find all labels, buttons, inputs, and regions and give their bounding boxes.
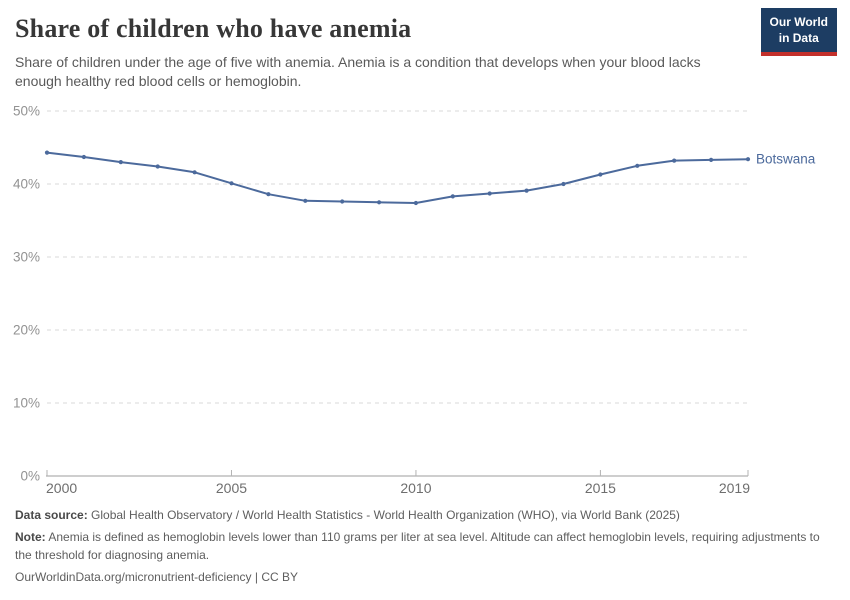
data-point-botswana-2001 [81,154,86,160]
data-point-botswana-2015 [598,172,603,177]
note-label: Note: [15,530,46,544]
data-point-botswana-2014 [561,181,566,187]
owid-logo-line2: in Data [778,30,819,45]
x-tick-label-2005: 2005 [216,480,247,496]
data-point-botswana-2012 [487,191,492,196]
y-tick-label-0: 0% [20,469,40,484]
data-point-botswana-2005 [229,181,234,186]
x-tick-label-2015: 2015 [585,480,616,496]
data-point-botswana-2004 [192,170,197,175]
data-point-botswana-2003 [155,164,160,169]
data-point-botswana-2016 [635,163,640,168]
owid-logo[interactable]: Our World in Data [760,8,837,57]
y-tick-label-40: 40% [13,177,40,192]
data-point-botswana-2018 [709,157,714,162]
data-point-botswana-2008 [340,199,345,204]
owid-logo-line1: Our World [769,15,828,29]
chart-header: Share of children who have anemia Share … [15,14,750,92]
x-tick-label-2000: 2000 [46,480,77,496]
y-tick-label-10: 10% [13,396,40,411]
note-line: Note: Anemia is defined as hemoglobin le… [15,528,827,564]
owid-url-link[interactable]: OurWorldinData.org/micronutrient-deficie… [15,570,298,584]
data-point-botswana-2007 [303,198,308,203]
data-point-botswana-2009 [377,200,382,205]
y-tick-label-30: 30% [13,250,40,265]
y-tick-label-20: 20% [13,323,40,338]
x-tick-label-2019: 2019 [719,480,750,496]
note-text: Anemia is defined as hemoglobin levels l… [15,530,820,562]
data-point-botswana-2013 [524,188,529,193]
data-source-label: Data source: [15,508,88,522]
chart-footer: Data source: Global Health Observatory /… [15,506,835,590]
data-point-botswana-2019 [745,157,751,162]
data-point-botswana-2011 [450,194,455,199]
page-title: Share of children who have anemia [15,14,412,43]
y-tick-label-50: 50% [13,104,40,119]
data-point-botswana-2006 [266,192,271,197]
series-line-botswana [46,151,749,204]
data-source-line: Data source: Global Health Observatory /… [15,506,827,524]
line-chart[interactable]: 0% 10% 20% 30% 40% 50% 2000 2005 2010 2015 2019 Bot… [0,100,850,500]
data-point-botswana-2010 [413,200,418,206]
chart-subtitle: Share of children under the age of five … [15,53,701,90]
data-point-botswana-2017 [672,158,677,163]
data-point-botswana-2002 [118,160,123,165]
line-chart-svg[interactable]: 0% 10% 20% 30% 40% 50% 2000 2005 2010 2015 2019 Bot… [0,100,850,500]
citation-line: OurWorldinData.org/micronutrient-deficie… [15,568,827,586]
series-end-label-botswana: Botswana [756,152,816,167]
data-point-botswana-2000 [44,150,50,155]
x-tick-label-2010: 2010 [400,480,431,496]
data-source-text: Global Health Observatory / World Health… [87,508,680,522]
